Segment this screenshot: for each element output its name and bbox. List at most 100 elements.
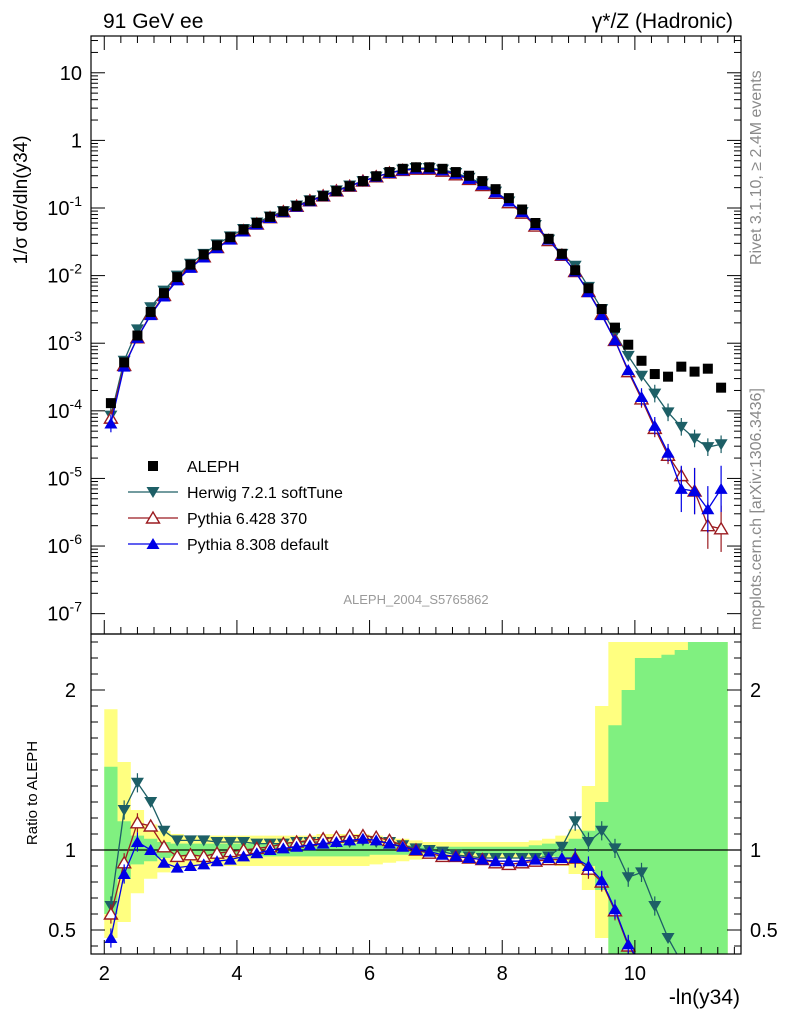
main-point-aleph [397,163,408,174]
ratio-point-pythia-8-308-default [608,903,622,915]
y-tick-label-ratio-right: 2 [750,680,761,702]
y-tick-label-ratio-right: 0.5 [750,920,778,942]
ratio-point-pythia-8-308-default [555,852,569,863]
main-point-herwig-7-2-1-softtune [714,439,728,451]
x-tick-label: 2 [99,963,110,985]
main-point-aleph [172,272,183,283]
main-point-aleph [503,193,514,204]
ratio-point-pythia-8-308-default [183,860,197,871]
main-point-pythia-8-308-default [674,482,688,494]
ratio-point-herwig-7-2-1-softtune [595,825,609,837]
x-tick-label: 10 [624,963,646,985]
ratio-point-pythia-8-308-default [170,861,184,873]
main-point-aleph [225,232,236,243]
ratio-point-pythia-8-308-default [130,836,144,847]
ratio-point-herwig-7-2-1-softtune [183,835,197,847]
main-point-aleph [517,204,528,215]
ratio-point-pythia-8-308-default [581,860,595,871]
y-axis-label-main: 1/σ dσ/dln(y34) [11,135,32,264]
ratio-point-pythia-8-308-default [316,837,330,849]
main-point-aleph [371,171,382,182]
main-point-aleph [132,330,143,341]
main-point-pythia-8-308-default [661,446,675,458]
main-point-aleph [278,206,289,217]
legend-label-pythia-6-428-370: Pythia 6.428 370 [187,511,307,528]
y-tick-label-main: 10-3 [47,328,82,355]
ratio-point-pythia-8-308-default [502,855,516,867]
main-point-pythia-8-308-default [595,309,609,321]
main-point-aleph [291,201,302,212]
main-point-herwig-7-2-1-softtune [674,421,688,433]
ratio-point-pythia-8-308-default [568,852,582,863]
main-point-herwig-7-2-1-softtune [635,370,649,382]
main-point-pythia-8-308-default [104,417,118,429]
legend-label-aleph: ALEPH [187,459,239,476]
ratio-point-pythia-8-308-default [475,853,489,865]
ratio-point-pythia-8-308-default [237,850,251,862]
ratio-point-herwig-7-2-1-softtune [555,841,569,853]
ratio-point-pythia-8-308-default [436,848,450,860]
main-point-pythia-8-308-default [648,419,662,431]
ratio-point-pythia-8-308-default [489,855,503,867]
main-point-aleph [437,163,448,174]
main-point-aleph [676,361,687,372]
main-point-aleph [158,288,169,299]
main-point-herwig-7-2-1-softtune [701,442,715,454]
ratio-point-pythia-6-428-370 [169,849,185,863]
ratio-point-herwig-7-2-1-softtune [581,837,595,848]
main-point-aleph [304,195,315,206]
main-point-aleph [636,355,647,366]
ratio-point-pythia-8-308-default [621,938,635,950]
ratio-point-pythia-8-308-default [303,839,317,851]
ratio-point-pythia-8-308-default [369,834,383,846]
ratio-point-herwig-7-2-1-softtune [197,835,211,847]
ratio-point-pythia-8-308-default [462,852,476,863]
main-point-aleph [450,167,461,178]
y-tick-label-main: 10-4 [47,396,82,423]
ratio-point-herwig-7-2-1-softtune [661,933,675,944]
ratio-band-green [104,642,728,954]
main-point-pythia-8-308-default [635,391,649,403]
y-tick-label-ratio: 1 [65,840,76,862]
main-point-herwig-7-2-1-softtune [688,433,702,445]
ratio-point-herwig-7-2-1-softtune [621,872,635,884]
y-tick-label-main: 10-5 [47,463,82,490]
ratio-point-pythia-6-428-370 [156,839,172,853]
ratio-point-pythia-8-308-default [223,853,237,865]
ratio-point-pythia-8-308-default [515,855,529,867]
main-point-aleph [702,363,713,374]
legend-marker-pythia-6-428-370 [145,510,161,524]
main-point-aleph [583,283,594,294]
ratio-point-pythia-8-308-default [648,977,661,988]
main-point-aleph [105,398,116,409]
ratio-point-herwig-7-2-1-softtune [170,835,184,847]
ratio-point-herwig-7-2-1-softtune [608,843,622,855]
ratio-point-herwig-7-2-1-softtune [223,837,237,848]
main-point-aleph [344,181,355,192]
main-point-herwig-7-2-1-softtune [661,407,675,419]
main-point-aleph [265,211,276,222]
main-point-aleph [716,382,727,393]
ratio-point-herwig-7-2-1-softtune [675,957,688,968]
ratio-point-herwig-7-2-1-softtune [157,825,171,837]
main-point-aleph [145,306,156,317]
main-point-aleph [556,248,567,259]
main-point-pythia-8-308-default [621,364,635,376]
main-point-pythia-8-308-default [714,482,728,494]
ratio-point-pythia-8-308-default [210,855,224,867]
y-tick-label-main: 10-6 [47,531,82,558]
main-point-pythia-8-308-default [701,503,715,515]
ratio-point-pythia-8-308-default [290,840,304,852]
ratio-point-pythia-8-308-default [409,844,423,855]
ratio-panel-frame [90,633,742,955]
ratio-point-pythia-8-308-default [329,836,343,847]
main-point-aleph [185,259,196,270]
ratio-point-pythia-8-308-default [263,844,277,855]
x-tick-label: 4 [231,963,242,985]
main-point-aleph [424,162,435,173]
legend-marker-aleph [148,461,158,471]
main-point-aleph [649,369,660,380]
main-point-aleph [119,357,130,368]
legend-marker-herwig-7-2-1-softtune [146,487,160,498]
